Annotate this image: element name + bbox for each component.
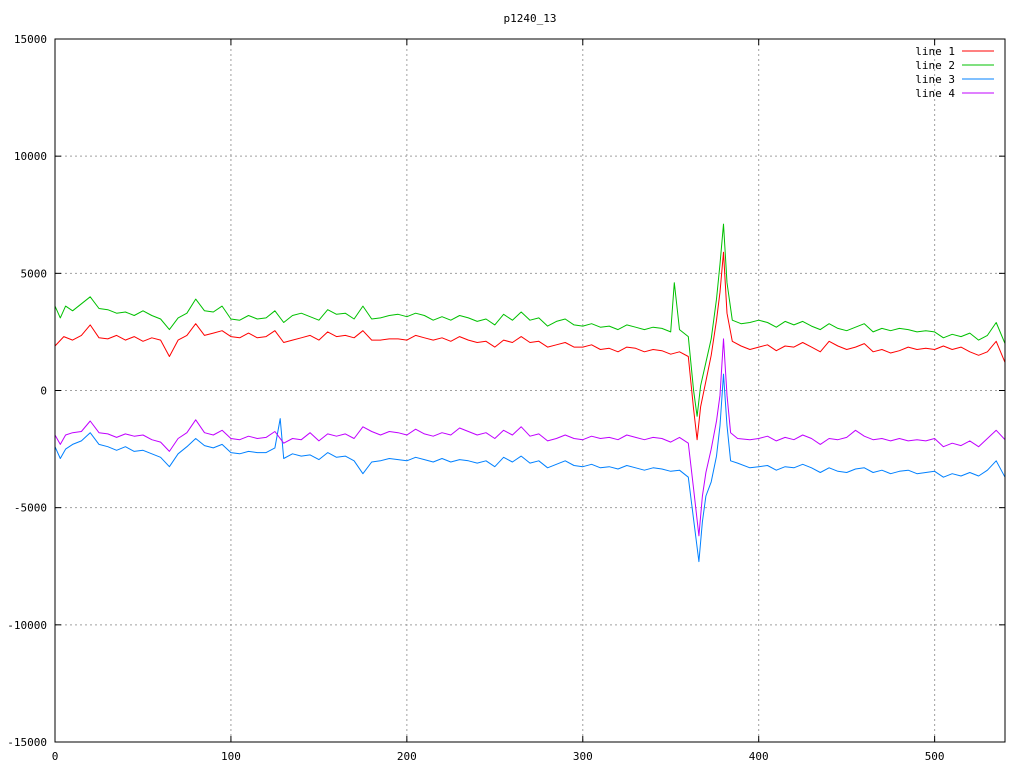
chart-title: p1240_13: [504, 12, 557, 25]
series-lines: [54, 223, 1006, 563]
y-tick-label: 5000: [21, 267, 48, 280]
series-line-3: [54, 373, 1006, 563]
legend-label: line 2: [915, 59, 955, 72]
x-tick-label: 500: [925, 750, 945, 763]
series-line-1: [54, 251, 1006, 441]
y-tick-label: 10000: [14, 150, 47, 163]
y-tick-label: -10000: [7, 619, 47, 632]
y-tick-label: -5000: [14, 502, 47, 515]
y-tick-label: 15000: [14, 33, 47, 46]
series-line-2: [54, 223, 1006, 417]
series-line-4: [54, 338, 1006, 537]
grid-lines: [55, 39, 1005, 742]
x-tick-label: 400: [749, 750, 769, 763]
x-tick-label: 0: [52, 750, 59, 763]
x-tick-label: 100: [221, 750, 241, 763]
y-tick-label: -15000: [7, 736, 47, 749]
x-tick-label: 200: [397, 750, 417, 763]
legend-label: line 1: [915, 45, 955, 58]
axis-ticks: 0 100 200 300 400 500 -15000 -10000 -5000 0 5000 10…: [7, 33, 1005, 763]
legend-label: line 3: [915, 73, 955, 86]
legend-label: line 4: [915, 87, 955, 100]
y-tick-label: 0: [40, 385, 47, 398]
x-tick-label: 300: [573, 750, 593, 763]
